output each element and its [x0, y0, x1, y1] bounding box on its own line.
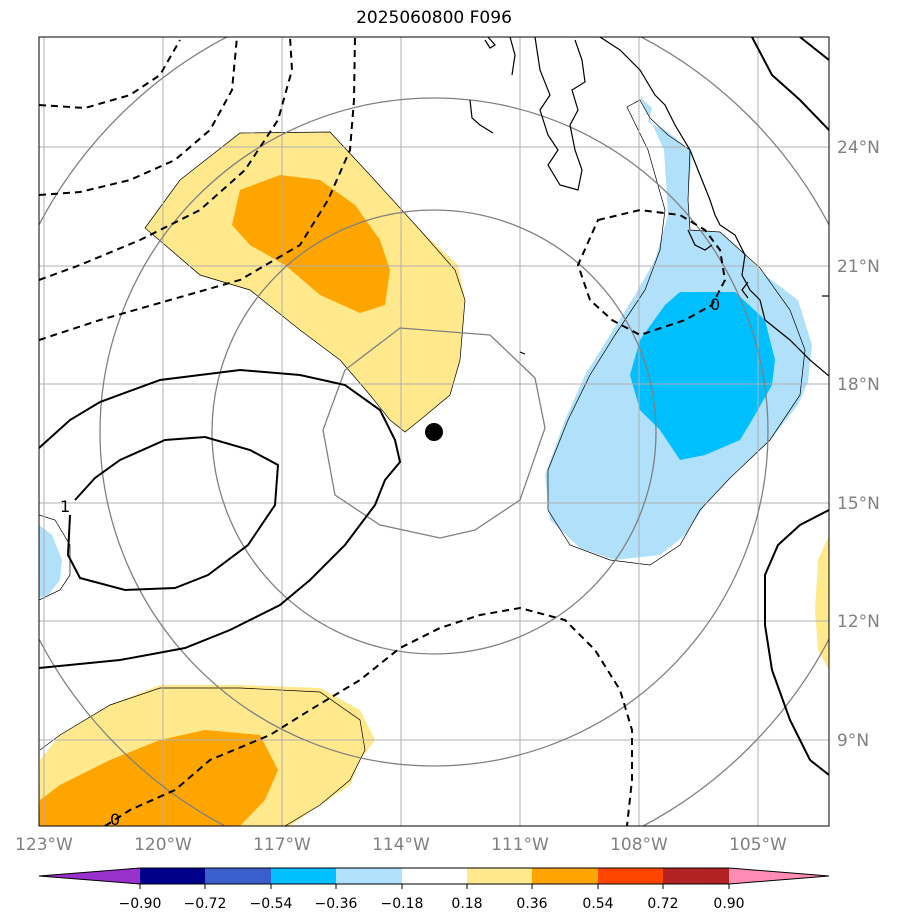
lon-label: 117°W [253, 835, 311, 855]
lat-label: 15°N [837, 494, 880, 514]
colorbar-tick-labels: −0.90 −0.72 −0.54 −0.36 −0.18 0.18 0.36 … [119, 896, 745, 912]
lat-label: 9°N [837, 731, 869, 751]
graticule [39, 37, 829, 826]
colorbar-ticks [139, 884, 730, 889]
colorbar-bin [402, 868, 467, 884]
contour-label-1: 1 [60, 497, 70, 516]
positive-anomaly-fill [39, 132, 829, 826]
lon-label: 105°W [729, 835, 787, 855]
lon-label: 123°W [15, 835, 73, 855]
colorbar-tick-label: −0.54 [250, 896, 293, 912]
solid-contours [39, 37, 829, 776]
colorbar-tick-label: −0.72 [184, 896, 227, 912]
contour-label-0-south: 0 [110, 810, 120, 829]
lon-axis: 123°W 120°W 117°W 114°W 111°W 108°W 105°… [15, 835, 787, 855]
lat-axis: 24°N 21°N 18°N 15°N 12°N 9°N [837, 138, 880, 751]
colorbar-tick-label: 0.54 [582, 896, 613, 912]
map-title: 2025060800 F096 [356, 8, 512, 28]
lon-label: 120°W [134, 835, 192, 855]
colorbar-bin [467, 868, 532, 884]
map-area: 1 0 0 [39, 37, 829, 829]
colorbar-bin [140, 868, 205, 884]
colorbar-tick-label: 0.90 [713, 896, 744, 912]
colorbar: −0.90 −0.72 −0.54 −0.36 −0.18 0.18 0.36 … [38, 867, 830, 912]
storm-center-marker [425, 423, 443, 441]
colorbar-tick-label: 0.36 [516, 896, 547, 912]
lat-label: 18°N [837, 375, 880, 395]
colorbar-bin [663, 868, 729, 884]
colorbar-extend-high [729, 868, 829, 884]
range-rings [39, 37, 829, 826]
colorbar-tick-label: −0.18 [381, 896, 424, 912]
colorbar-bin [532, 868, 598, 884]
colorbar-bin [336, 868, 402, 884]
contour-label-0-east: 0 [710, 295, 720, 314]
lon-label: 108°W [610, 835, 668, 855]
lon-label: 114°W [372, 835, 430, 855]
lat-label: 12°N [837, 612, 880, 632]
colorbar-tick-label: −0.36 [315, 896, 358, 912]
colorbar-bin [205, 868, 271, 884]
coastline [469, 37, 829, 377]
colorbar-tick-label: −0.90 [119, 896, 162, 912]
colorbar-tick-label: 0.72 [647, 896, 678, 912]
colorbar-tick-label: 0.18 [451, 896, 482, 912]
colorbar-bin [598, 868, 663, 884]
colorbar-extend-low [39, 868, 140, 884]
lat-label: 24°N [837, 138, 880, 158]
map-frame [38, 36, 830, 827]
lat-label: 21°N [837, 257, 880, 277]
colorbar-bin [271, 868, 336, 884]
negative-anomaly-fill [39, 97, 812, 598]
lon-label: 111°W [491, 835, 549, 855]
dashed-contours [39, 37, 727, 826]
